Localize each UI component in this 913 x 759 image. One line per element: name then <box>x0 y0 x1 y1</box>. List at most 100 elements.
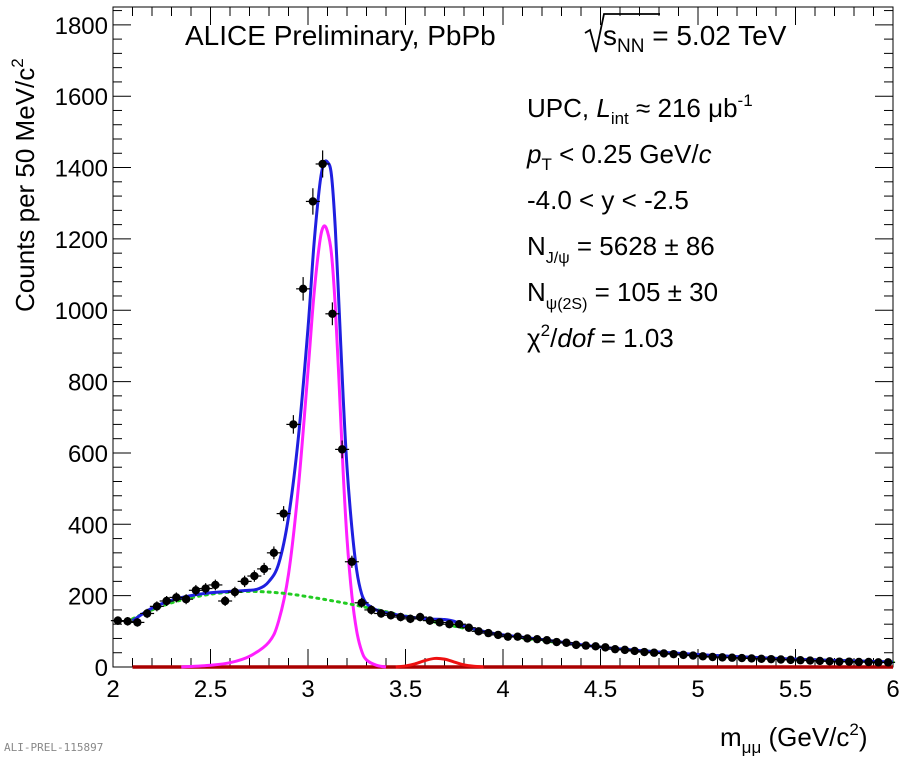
y-tick-label: 0 <box>95 655 108 682</box>
data-point <box>669 649 678 659</box>
data-point <box>347 557 357 566</box>
y-tick-labels: 0 200 400 600 800 1000 1200 1400 1600 1800 <box>55 13 108 682</box>
data-point <box>367 605 376 615</box>
data-point <box>874 658 883 667</box>
x-tick-label: 2 <box>106 676 119 703</box>
data-point <box>883 658 893 667</box>
x-tick-label: 4.5 <box>584 676 617 703</box>
data-point <box>718 653 727 662</box>
data-point <box>435 618 444 627</box>
data-point <box>620 645 630 655</box>
data-point <box>757 654 766 663</box>
data-point <box>201 584 210 593</box>
y-tick-label: 1400 <box>55 156 108 183</box>
data-point <box>279 509 288 518</box>
data-point <box>337 445 347 454</box>
data-point <box>376 609 386 618</box>
series-j-psi-signal <box>181 224 387 669</box>
annotation-njpsi: NJ/ψ = 5628 ± 86 <box>527 231 715 267</box>
title-sqrt-symbol <box>584 13 660 53</box>
annotation-npsi2s: Nψ(2S) = 105 ± 30 <box>527 277 718 313</box>
data-point <box>454 619 464 629</box>
annotation-rapidity: -4.0 < y < -2.5 <box>527 185 689 215</box>
data-point <box>610 644 620 654</box>
data-point <box>601 643 610 652</box>
annotation-chi2: χ2/dof = 1.03 <box>527 321 674 353</box>
data-point <box>425 616 435 625</box>
y-tick-label: 400 <box>68 512 108 539</box>
data-point <box>571 640 581 650</box>
fit-curves <box>131 159 895 669</box>
data-point <box>815 656 825 666</box>
data-point <box>591 642 600 651</box>
axis-ticks <box>112 7 894 668</box>
data-point <box>318 159 327 169</box>
y-tick-label: 800 <box>68 370 108 397</box>
data-point <box>406 614 415 624</box>
x-tick-label: 3 <box>301 676 314 703</box>
y-tick-label: 1000 <box>55 298 108 325</box>
data-point <box>766 654 776 664</box>
data-point <box>415 612 425 622</box>
data-point <box>211 580 220 590</box>
title-energy: sNN = 5.02 TeV <box>603 20 787 57</box>
data-point <box>679 650 688 660</box>
x-tick-label: 3.5 <box>389 676 422 703</box>
annotation-pt-cut: pT < 0.25 GeV/c <box>526 139 712 174</box>
data-point <box>513 632 522 641</box>
data-point <box>162 596 171 606</box>
data-point <box>727 653 737 662</box>
data-point <box>552 637 561 647</box>
data-point <box>737 653 747 663</box>
data-point <box>308 197 318 206</box>
annotation-luminosity: UPC, Lint ≈ 216 μb-1 <box>527 91 753 128</box>
data-point <box>396 612 405 622</box>
data-point <box>688 651 698 660</box>
data-point <box>503 632 513 641</box>
data-point <box>464 623 474 632</box>
data-point <box>805 656 815 665</box>
data-point <box>240 577 249 586</box>
data-point <box>152 602 162 611</box>
data-point <box>474 627 483 636</box>
data-point <box>250 571 259 581</box>
data-point <box>844 657 854 666</box>
data-point <box>298 284 308 294</box>
data-point <box>835 657 844 666</box>
x-tick-label: 4 <box>496 676 509 703</box>
data-point <box>708 652 717 662</box>
data-point <box>493 630 503 640</box>
y-tick-label: 600 <box>68 441 108 468</box>
preliminary-tag: ALI-PREL-115897 <box>4 741 104 754</box>
data-point <box>659 649 669 658</box>
y-tick-label: 200 <box>68 584 108 611</box>
data-point <box>142 609 152 618</box>
data-point <box>747 654 756 663</box>
x-tick-label: 2.5 <box>194 676 227 703</box>
data-point <box>230 587 240 597</box>
x-tick-labels: 2 2.5 3 3.5 4 4.5 5 5.5 6 <box>106 676 899 703</box>
x-axis-title: mμμ (GeV/c2) <box>720 720 868 757</box>
x-tick-label: 5 <box>691 676 704 703</box>
data-point <box>532 634 542 644</box>
data-point <box>854 657 864 667</box>
y-axis-title: Counts per 50 MeV/c2 <box>8 58 40 312</box>
data-point <box>113 616 123 625</box>
data-point <box>133 618 142 627</box>
data-point <box>259 564 269 574</box>
series-total-fit <box>131 159 894 664</box>
data-point <box>445 619 454 629</box>
data-point <box>698 652 708 661</box>
y-tick-label: 1600 <box>55 84 108 111</box>
data-point <box>562 638 571 647</box>
data-point <box>649 648 659 657</box>
data-point <box>220 596 230 606</box>
series-background <box>131 589 895 664</box>
data-point <box>630 646 639 656</box>
data-point <box>172 593 181 602</box>
data-point <box>357 598 366 607</box>
series-psi-2s-signal <box>395 656 484 669</box>
x-tick-label: 5.5 <box>779 676 812 703</box>
y-tick-label: 1200 <box>55 227 108 254</box>
